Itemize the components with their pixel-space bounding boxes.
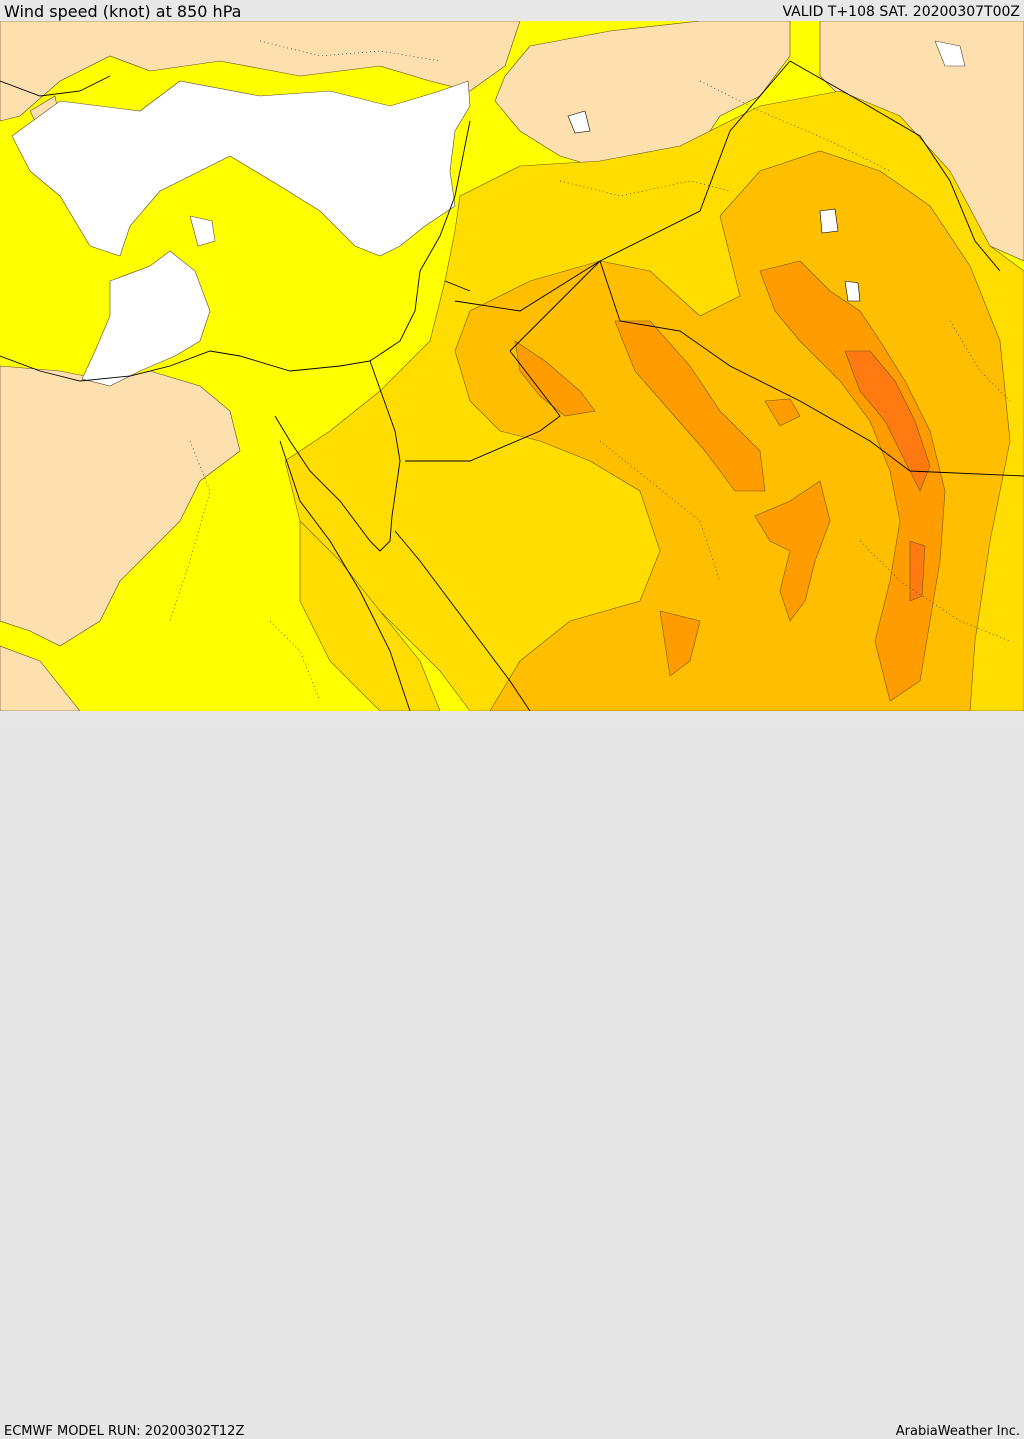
calm-sea-regions bbox=[11, 40, 966, 387]
header-bar: Wind speed (knot) at 850 hPa VALID T+108… bbox=[0, 0, 1024, 21]
wind-speed-map bbox=[0, 21, 1024, 711]
coastlines-borders bbox=[0, 60, 1024, 711]
wind-band-4 bbox=[514, 260, 946, 702]
model-run: ECMWF MODEL RUN: 20200302T12Z bbox=[4, 1424, 245, 1439]
inland-water bbox=[567, 110, 861, 302]
provider-credit: ArabiaWeather Inc. bbox=[895, 1424, 1020, 1439]
map-title: Wind speed (knot) at 850 hPa bbox=[4, 2, 242, 21]
valid-time: VALID T+108 SAT. 20200307T00Z bbox=[782, 4, 1020, 20]
footer-bar: ECMWF MODEL RUN: 20200302T12Z ArabiaWeat… bbox=[0, 711, 1024, 1439]
wind-band-5 bbox=[844, 350, 931, 602]
admin-boundaries bbox=[169, 40, 1011, 702]
